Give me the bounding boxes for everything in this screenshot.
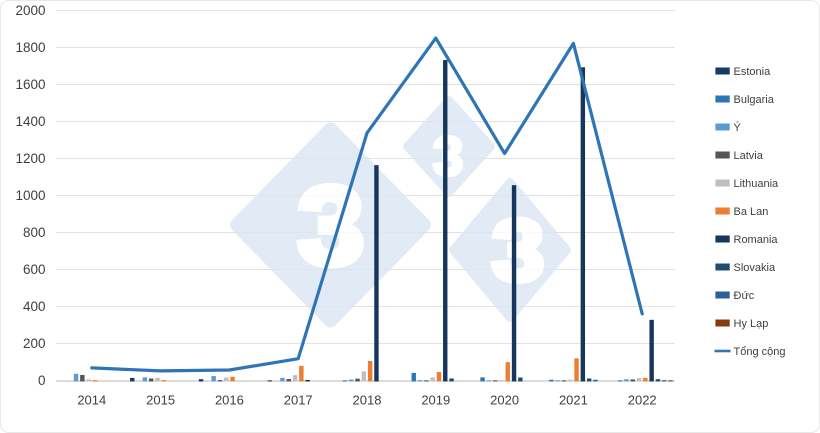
svg-text:2022: 2022 <box>628 393 657 408</box>
svg-text:Hy Lạp: Hy Lạp <box>734 318 769 330</box>
svg-text:Estonia: Estonia <box>734 66 772 78</box>
svg-text:200: 200 <box>23 336 46 351</box>
svg-text:2015: 2015 <box>146 393 175 408</box>
svg-text:Đức: Đức <box>734 290 755 302</box>
svg-text:1800: 1800 <box>15 40 45 55</box>
svg-text:Latvia: Latvia <box>734 150 764 162</box>
svg-text:0: 0 <box>38 373 46 388</box>
svg-text:2018: 2018 <box>353 393 382 408</box>
svg-text:1000: 1000 <box>15 188 45 203</box>
svg-text:Ý: Ý <box>734 121 742 134</box>
svg-text:Lithuania: Lithuania <box>734 178 780 190</box>
svg-text:1400: 1400 <box>15 114 45 129</box>
svg-text:2016: 2016 <box>215 393 244 408</box>
svg-text:2021: 2021 <box>559 393 588 408</box>
svg-text:600: 600 <box>23 262 46 277</box>
svg-text:Bulgaria: Bulgaria <box>734 94 775 106</box>
svg-text:2019: 2019 <box>421 393 450 408</box>
svg-text:400: 400 <box>23 299 46 314</box>
svg-text:2014: 2014 <box>77 393 106 408</box>
svg-text:Slovakia: Slovakia <box>734 262 776 274</box>
svg-text:2000: 2000 <box>15 3 45 18</box>
svg-text:800: 800 <box>23 225 46 240</box>
svg-text:Tổng cộng: Tổng cộng <box>734 346 786 358</box>
svg-text:2017: 2017 <box>284 393 313 408</box>
svg-text:Romania: Romania <box>734 234 779 246</box>
svg-text:3: 3 <box>433 125 464 187</box>
svg-text:3: 3 <box>298 165 365 287</box>
svg-text:2020: 2020 <box>490 393 519 408</box>
svg-text:3: 3 <box>492 203 545 299</box>
svg-text:Ba Lan: Ba Lan <box>734 206 769 218</box>
svg-text:1200: 1200 <box>15 151 45 166</box>
svg-text:1600: 1600 <box>15 77 45 92</box>
